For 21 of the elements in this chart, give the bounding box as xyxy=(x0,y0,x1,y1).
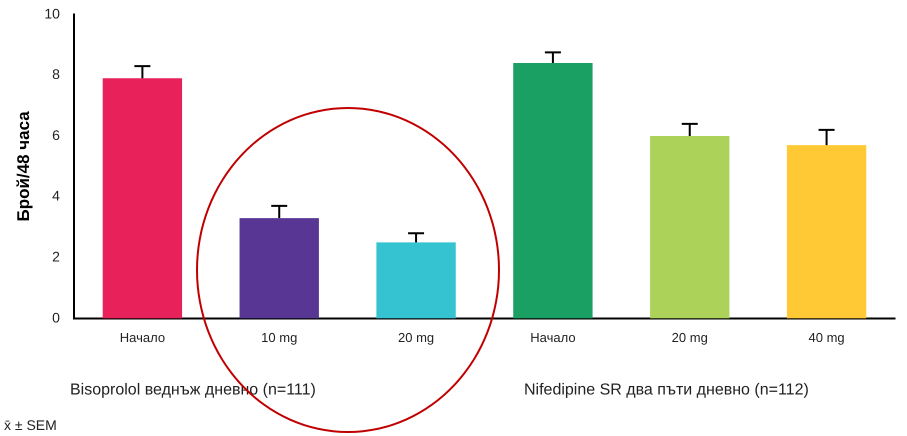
x-tick-label: Начало xyxy=(530,330,576,345)
bar xyxy=(650,136,730,318)
y-tick-label: 4 xyxy=(52,188,60,204)
x-tick-label: 10 mg xyxy=(261,330,298,345)
bar xyxy=(240,218,319,318)
bar xyxy=(376,242,456,318)
y-tick-label: 8 xyxy=(52,66,60,82)
y-tick-label: 0 xyxy=(52,309,60,326)
bar xyxy=(102,78,182,318)
bar xyxy=(513,63,593,318)
y-tick-label: 10 xyxy=(44,5,60,22)
x-tick-label: 20 mg xyxy=(672,330,708,345)
x-tick-label: 20 mg xyxy=(398,330,434,345)
y-tick-label: 2 xyxy=(52,248,60,264)
bar xyxy=(786,145,866,318)
text: Nifedipine SR два пъти дневно (n=112) xyxy=(524,381,809,398)
x-tick-label: 40 mg xyxy=(808,330,845,345)
text: x̄ ± SEM xyxy=(4,416,57,433)
y-axis-title: Брой/48 часа xyxy=(14,110,33,222)
x-tick-label: Начало xyxy=(120,330,166,345)
y-tick-label: 6 xyxy=(52,126,60,143)
